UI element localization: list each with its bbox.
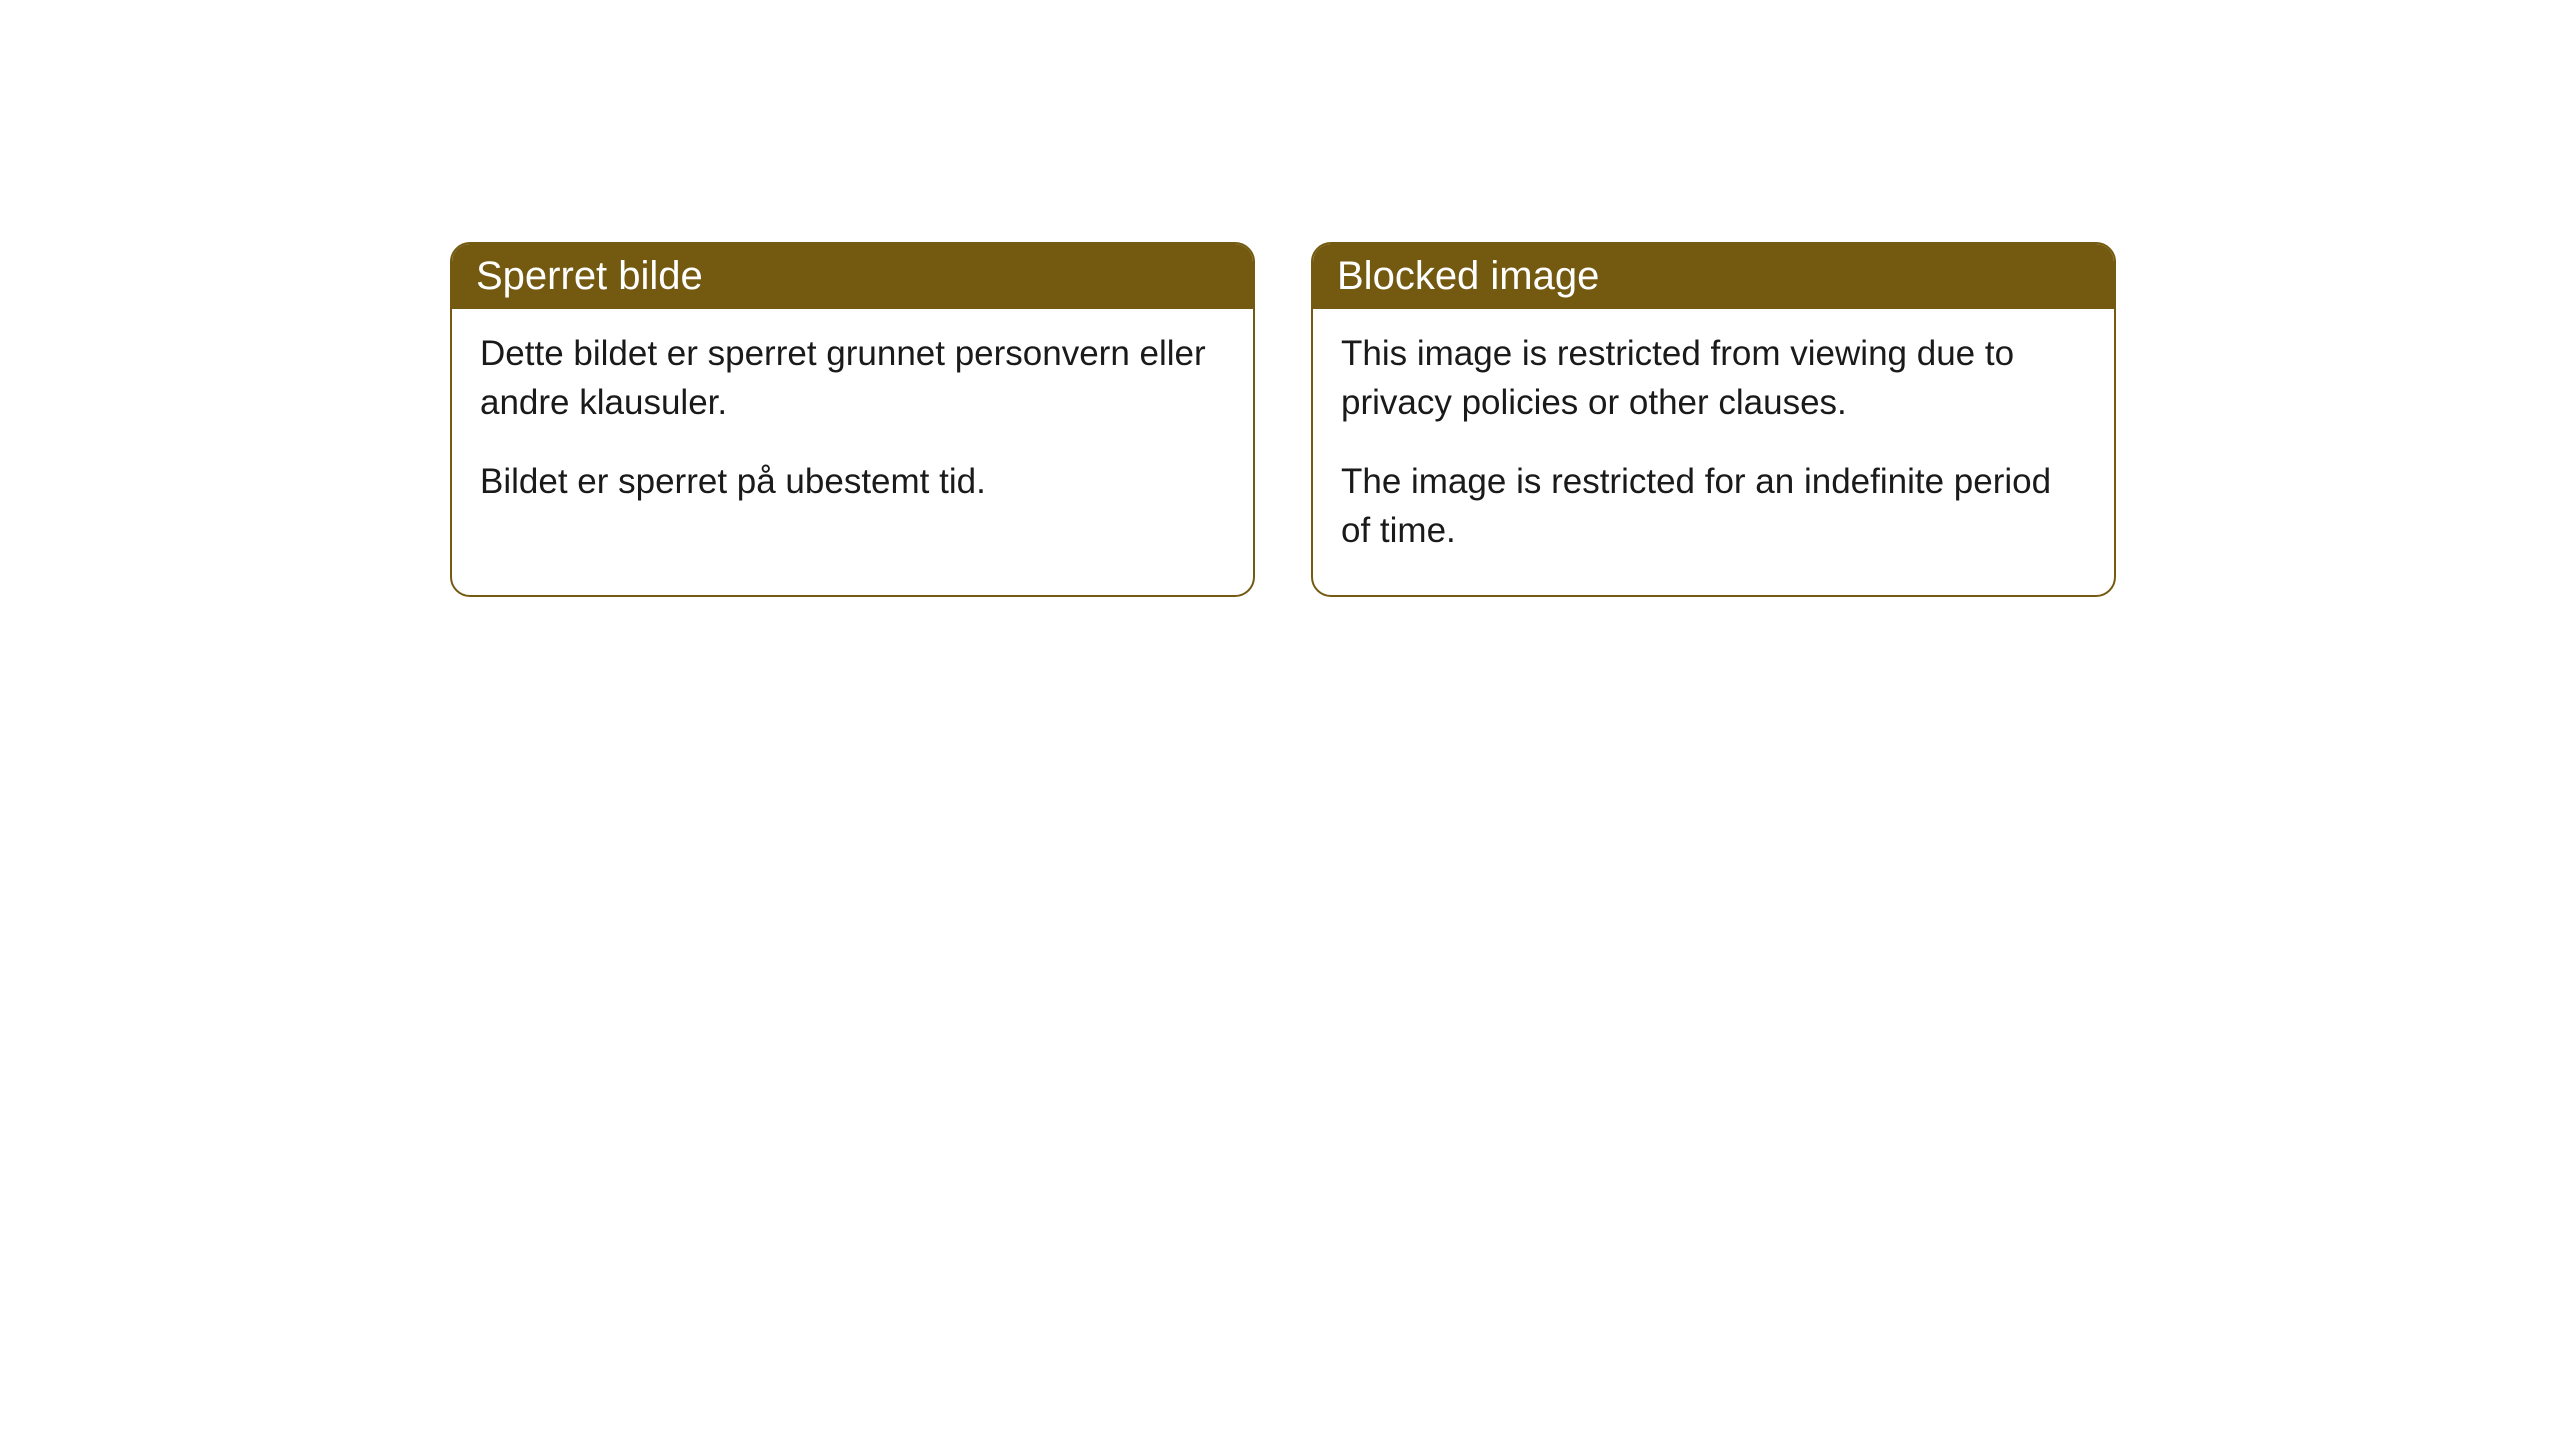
card-title: Blocked image: [1337, 254, 1599, 298]
card-header: Blocked image: [1313, 244, 2114, 309]
card-header: Sperret bilde: [452, 244, 1253, 309]
blocked-image-card-english: Blocked image This image is restricted f…: [1311, 242, 2116, 597]
card-paragraph: The image is restricted for an indefinit…: [1341, 457, 2086, 555]
card-paragraph: Bildet er sperret på ubestemt tid.: [480, 457, 1225, 506]
blocked-image-card-norwegian: Sperret bilde Dette bildet er sperret gr…: [450, 242, 1255, 597]
card-paragraph: Dette bildet er sperret grunnet personve…: [480, 329, 1225, 427]
card-body: Dette bildet er sperret grunnet personve…: [452, 309, 1253, 546]
card-body: This image is restricted from viewing du…: [1313, 309, 2114, 595]
card-title: Sperret bilde: [476, 254, 703, 298]
notice-cards-container: Sperret bilde Dette bildet er sperret gr…: [450, 242, 2116, 597]
card-paragraph: This image is restricted from viewing du…: [1341, 329, 2086, 427]
